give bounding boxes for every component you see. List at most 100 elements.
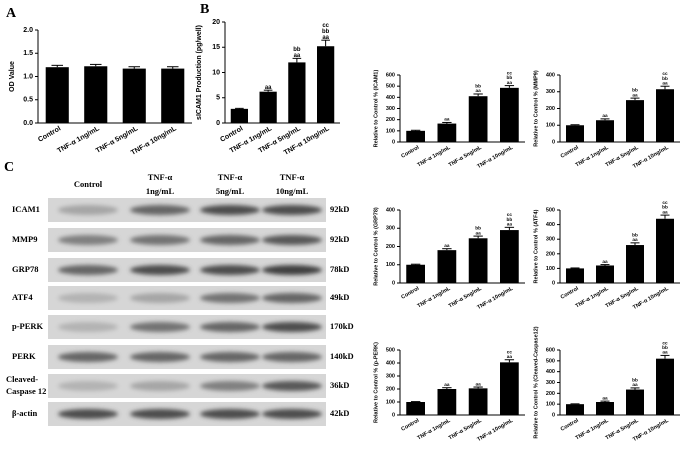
y-tick-label: 400 — [546, 72, 555, 78]
bar — [468, 388, 488, 415]
y-tick-label: 0 — [552, 139, 555, 145]
bar — [596, 265, 614, 283]
bar — [468, 96, 488, 142]
y-tick-label: 0 — [392, 280, 395, 286]
bar — [122, 68, 146, 123]
bar — [406, 130, 425, 142]
y-tick-label: 0 — [552, 412, 555, 418]
bar — [84, 66, 108, 123]
error-bar — [51, 64, 64, 68]
size-label: 49kD — [330, 292, 349, 302]
significance-label: aa — [476, 381, 482, 386]
y-tick-label: 300 — [546, 380, 555, 386]
bar — [656, 358, 674, 415]
y-tick-label: 200 — [546, 106, 555, 112]
x-tick-label: Control — [400, 286, 420, 301]
blot-band — [58, 235, 118, 245]
panel-letter: C — [4, 160, 14, 175]
blot-band — [200, 205, 260, 215]
blot-band — [130, 293, 190, 303]
row-label: p-PERK — [12, 321, 44, 331]
x-tick-label: TNF-α 1ng/mL — [417, 417, 453, 441]
blot-band — [200, 293, 260, 303]
blot-band — [58, 409, 118, 419]
y-tick-label: 600 — [386, 72, 395, 78]
y-axis-label: Relative to Control % (Cleaved-Caspase12… — [533, 326, 539, 438]
y-tick-label: 400 — [386, 207, 395, 213]
row-label: ATF4 — [12, 292, 33, 302]
blot-band — [200, 235, 260, 245]
y-tick-label: 5 — [216, 95, 220, 102]
x-tick-label: Control — [560, 418, 580, 433]
significance-label: bb — [507, 75, 513, 80]
blot-band — [200, 381, 260, 391]
blot-band — [262, 235, 322, 245]
size-label: 140kD — [330, 351, 354, 361]
significance-label: cc — [507, 349, 513, 354]
significance-label: aa — [662, 350, 668, 355]
significance-label: aa — [294, 53, 301, 59]
y-tick-label: 0 — [392, 139, 395, 145]
column-header: 1ng/mL — [146, 186, 175, 196]
row-label: ICAM1 — [12, 204, 40, 214]
significance-label: bb — [632, 88, 638, 93]
error-bar — [128, 66, 141, 69]
column-header: TNF-α — [148, 172, 173, 182]
significance-label: aa — [476, 230, 482, 235]
blot-band — [58, 352, 118, 362]
significance-label: aa — [602, 113, 608, 118]
significance-label: cc — [507, 70, 513, 75]
significance-label: bb — [475, 84, 481, 89]
x-tick-label: TNF-α 10ng/mL — [476, 285, 514, 311]
blot-band — [262, 293, 322, 303]
panel-letter: A — [6, 6, 17, 21]
significance-label: aa — [507, 354, 513, 359]
significance-label: aa — [322, 35, 329, 41]
blot-band — [130, 409, 190, 419]
blot-band — [130, 352, 190, 362]
row-label: β-actin — [12, 408, 38, 418]
y-axis-label: Relative to Control % (MMP9) — [533, 70, 539, 147]
blot-band — [200, 409, 260, 419]
error-bar — [473, 93, 483, 97]
y-tick-label: 300 — [546, 237, 555, 243]
x-tick-label: TNF-α 10ng/mL — [476, 144, 514, 170]
y-tick-label: 100 — [546, 402, 555, 408]
blot-band — [130, 381, 190, 391]
bar — [566, 404, 584, 415]
blot-band — [130, 322, 190, 332]
error-bar — [660, 354, 670, 359]
size-label: 42kD — [330, 408, 349, 418]
y-tick-label: 0.5 — [23, 97, 33, 104]
y-tick-label: 400 — [546, 222, 555, 228]
blot-band — [130, 235, 190, 245]
column-header: 10ng/mL — [276, 186, 309, 196]
x-tick-label: Control — [400, 418, 420, 433]
y-tick-label: 300 — [546, 89, 555, 95]
error-bar — [630, 97, 640, 101]
bar — [161, 68, 185, 123]
significance-label: bb — [662, 76, 668, 81]
error-bar — [570, 124, 580, 126]
row-label: PERK — [12, 351, 36, 361]
blot-band — [58, 205, 118, 215]
error-bar — [410, 129, 421, 131]
significance-label: cc — [507, 212, 513, 217]
y-tick-label: 200 — [546, 391, 555, 397]
significance-label: aa — [444, 117, 450, 122]
y-axis-label: Relative to Control % (ATF4) — [533, 209, 539, 283]
significance-label: aa — [602, 395, 608, 400]
error-bar — [504, 85, 515, 88]
bar — [259, 91, 277, 123]
significance-label: bb — [322, 29, 330, 35]
significance-label: aa — [632, 237, 638, 242]
significance-label: aa — [444, 382, 450, 387]
x-tick-label: Control — [400, 145, 420, 160]
column-header: 5ng/mL — [216, 186, 245, 196]
significance-label: bb — [475, 226, 481, 231]
y-tick-label: 300 — [386, 106, 395, 112]
significance-label: cc — [662, 340, 668, 345]
y-tick-label: 200 — [386, 244, 395, 250]
significance-label: cc — [322, 23, 329, 29]
